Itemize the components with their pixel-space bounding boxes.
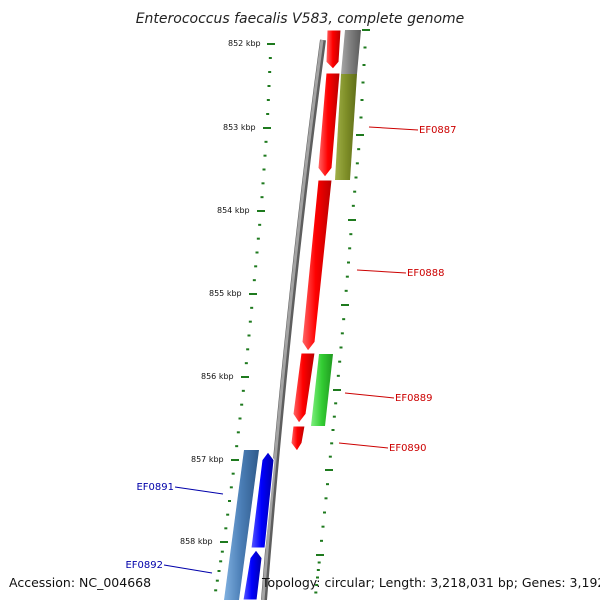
scale-ticks	[214, 29, 370, 594]
feature-olive	[335, 74, 357, 180]
gene-label-ef0887[interactable]: EF0887	[419, 125, 457, 136]
gene-labels: EF0887 EF0888 EF0889 EF0890 EF0891 EF089…	[125, 125, 456, 571]
gene-arrow-ef0888	[301, 179, 333, 352]
map-title: Enterococcus faecalis V583, complete gen…	[136, 11, 465, 27]
scale-labels: 852 kbp 853 kbp 854 kbp 855 kbp 856 kbp …	[180, 39, 261, 546]
outer-track	[224, 30, 361, 600]
accession-text: Accession: NC_004668	[9, 575, 152, 590]
gene-label-ef0892[interactable]: EF0892	[125, 560, 163, 571]
leader-line-ef0888	[356, 269, 407, 274]
leader-line-ef0891	[174, 486, 224, 495]
gene-arrow-ef0892	[242, 549, 263, 600]
gene-arrow-ef0889	[292, 352, 316, 424]
kbp-label-857: 857 kbp	[191, 455, 224, 464]
backbone	[261, 39, 326, 600]
feature-gray	[341, 30, 361, 74]
gene-label-ef0890[interactable]: EF0890	[389, 443, 427, 454]
leader-line-ef0892	[163, 564, 213, 574]
gene-arrow-ef0890	[290, 425, 306, 452]
kbp-label-855: 855 kbp	[209, 289, 242, 298]
leader-line-ef0889	[344, 392, 395, 399]
gene-arrow-upstream	[325, 29, 342, 70]
leader-line-ef0890	[338, 442, 389, 449]
feature-green	[311, 354, 333, 426]
gene-arrow-ef0887	[317, 72, 341, 178]
kbp-label-856: 856 kbp	[201, 372, 234, 381]
gene-label-ef0888[interactable]: EF0888	[407, 268, 445, 279]
leader-line-ef0887	[368, 126, 419, 131]
kbp-label-854: 854 kbp	[217, 206, 250, 215]
gene-label-ef0891[interactable]: EF0891	[136, 482, 174, 493]
gene-track	[242, 29, 342, 600]
kbp-label-852: 852 kbp	[228, 39, 261, 48]
genome-summary-text: Topology: circular; Length: 3,218,031 bp…	[262, 575, 600, 590]
gene-arrow-ef0891	[250, 451, 275, 549]
leader-lines	[163, 126, 419, 574]
feature-steelblue	[224, 450, 259, 600]
kbp-label-858: 858 kbp	[180, 537, 213, 546]
gene-label-ef0889[interactable]: EF0889	[395, 393, 433, 404]
kbp-label-853: 853 kbp	[223, 123, 256, 132]
